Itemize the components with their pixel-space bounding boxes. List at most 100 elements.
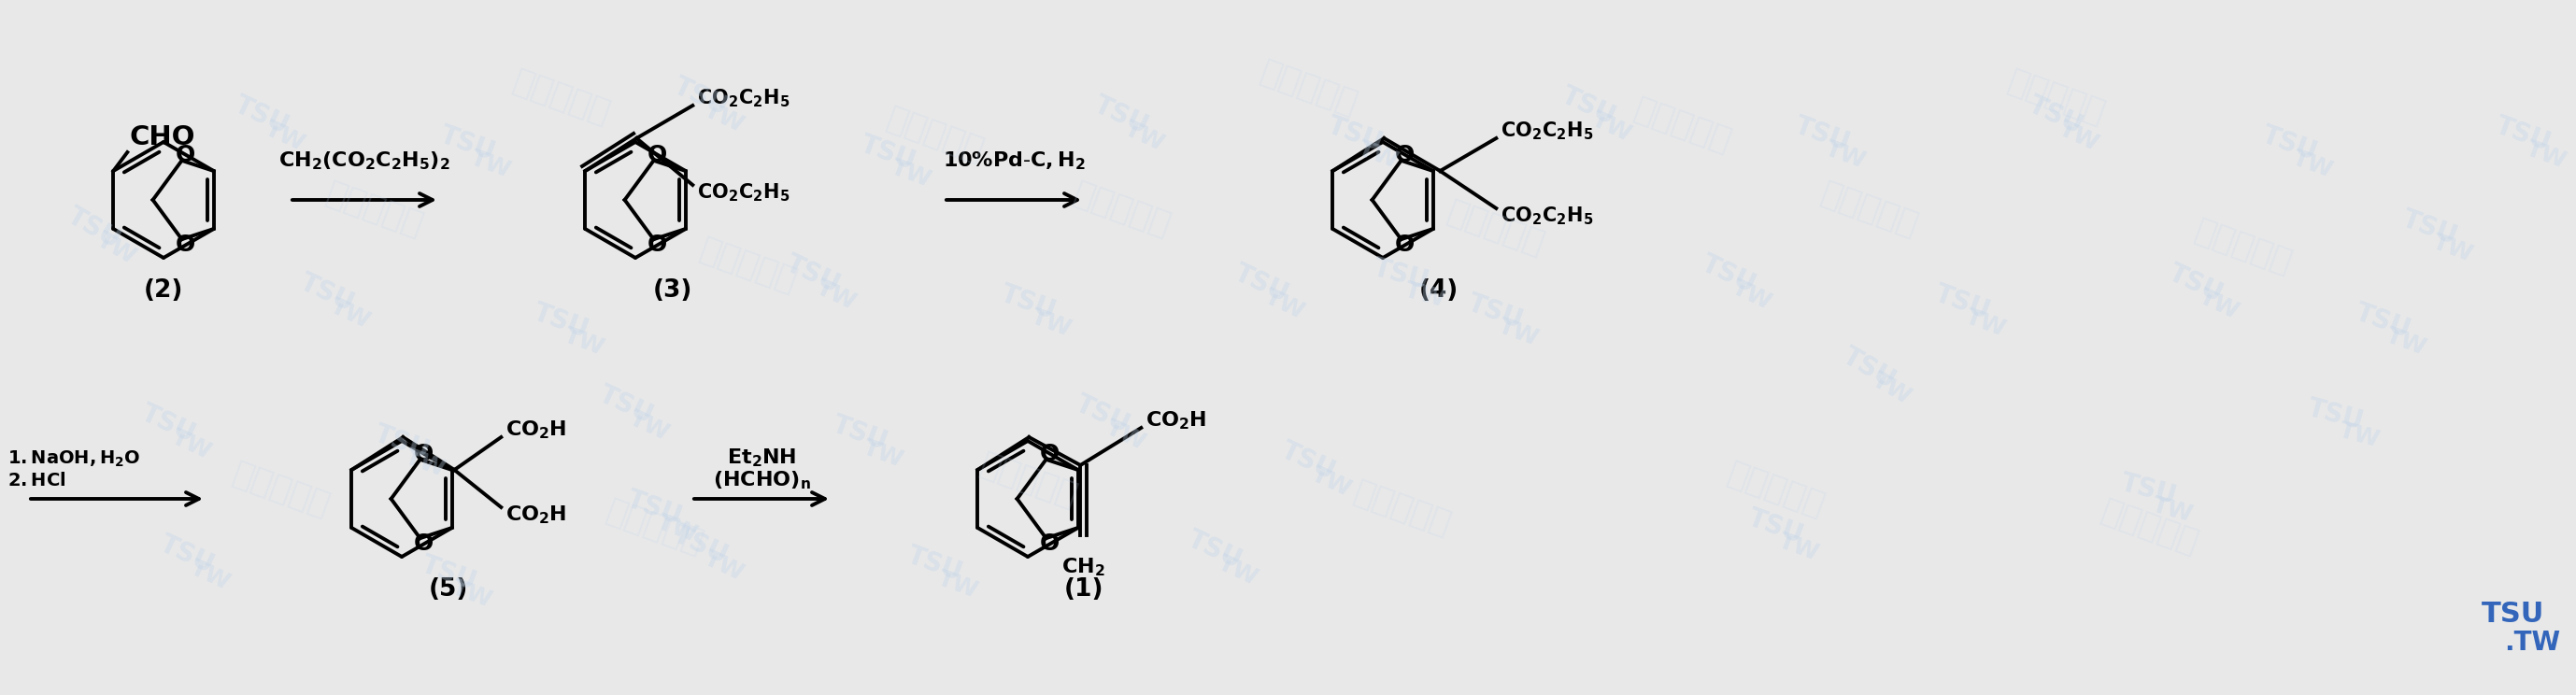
Text: O: O	[1396, 234, 1414, 256]
Text: TW: TW	[1775, 530, 1821, 565]
Text: 天山医学院: 天山医学院	[322, 177, 428, 241]
Text: TW: TW	[167, 425, 216, 464]
Text: TW: TW	[2195, 286, 2244, 323]
Text: TSU: TSU	[2352, 300, 2414, 343]
Text: TW: TW	[2429, 231, 2476, 266]
Text: TW: TW	[1821, 138, 1868, 173]
Text: $\mathbf{Et_2NH}$: $\mathbf{Et_2NH}$	[726, 447, 796, 469]
Text: TW: TW	[1213, 552, 1262, 590]
Text: O: O	[1041, 443, 1059, 465]
Text: O: O	[647, 234, 667, 256]
Text: O: O	[1396, 144, 1414, 166]
Text: TW: TW	[1103, 416, 1149, 455]
Text: TW: TW	[185, 557, 234, 594]
Text: TW: TW	[1121, 117, 1167, 156]
Text: 天山医学院: 天山医学院	[881, 102, 987, 167]
Text: 天山医学院: 天山医学院	[2002, 65, 2110, 129]
Text: 天山医学院: 天山医学院	[1443, 196, 1548, 260]
Text: TSU: TSU	[435, 122, 500, 166]
Text: $\mathbf{CH_2(CO_2C_2H_5)_2}$: $\mathbf{CH_2(CO_2C_2H_5)_2}$	[278, 150, 451, 172]
Text: TW: TW	[2383, 325, 2429, 359]
Text: TW: TW	[1494, 315, 1543, 350]
Text: TSU: TSU	[2025, 92, 2087, 140]
Text: TW: TW	[562, 325, 608, 359]
Text: (2): (2)	[144, 279, 183, 302]
Text: $\mathbf{10\%Pd\text{-}C,H_2}$: $\mathbf{10\%Pd\text{-}C,H_2}$	[943, 150, 1084, 172]
Text: TW: TW	[626, 407, 672, 445]
Text: TW: TW	[1355, 138, 1401, 173]
Text: TSU: TSU	[2491, 113, 2555, 156]
Text: TSU: TSU	[1229, 260, 1293, 308]
Text: TW: TW	[701, 99, 747, 137]
Text: TSU: TSU	[1932, 281, 1994, 325]
Text: O: O	[175, 144, 196, 166]
Text: TW: TW	[701, 547, 747, 585]
Text: TW: TW	[1028, 306, 1074, 341]
Text: TSU: TSU	[670, 73, 732, 121]
Text: TW: TW	[1868, 368, 1917, 409]
Text: (4): (4)	[1419, 279, 1458, 302]
Text: O: O	[415, 532, 433, 555]
Text: TW: TW	[2522, 138, 2568, 173]
Text: 天山医学院: 天山医学院	[227, 457, 332, 522]
Text: $\mathbf{CO_2C_2H_5}$: $\mathbf{CO_2C_2H_5}$	[1502, 120, 1595, 142]
Text: TSU: TSU	[1072, 391, 1133, 439]
Text: TW: TW	[2336, 419, 2383, 452]
Text: TSU: TSU	[904, 542, 966, 587]
Text: TW: TW	[448, 576, 495, 612]
Text: TW: TW	[2290, 147, 2336, 182]
Text: $\mathbf{2.HCl}$: $\mathbf{2.HCl}$	[8, 472, 67, 489]
Text: TW: TW	[935, 567, 981, 603]
Text: TSU: TSU	[2164, 260, 2228, 308]
Text: TSU: TSU	[1278, 437, 1340, 485]
Text: $\mathbf{CO_2H}$: $\mathbf{CO_2H}$	[505, 418, 567, 441]
Text: TW: TW	[327, 295, 374, 333]
Text: TSU: TSU	[417, 551, 479, 596]
Text: 天山医学院: 天山医学院	[2190, 215, 2295, 279]
Text: TW: TW	[1309, 463, 1355, 501]
Text: TW: TW	[402, 445, 448, 481]
Text: TSU: TSU	[2257, 122, 2321, 166]
Text: TSU: TSU	[827, 411, 891, 455]
Text: TSU: TSU	[2398, 206, 2460, 250]
Text: O: O	[647, 144, 667, 166]
Text: TSU: TSU	[1182, 526, 1247, 574]
Text: 天山医学院: 天山医学院	[974, 448, 1082, 512]
Text: TSU: TSU	[1698, 251, 1759, 299]
Text: 天山医学院: 天山医学院	[1069, 177, 1175, 241]
Text: TSU: TSU	[371, 420, 433, 465]
Text: TSU: TSU	[1370, 254, 1432, 295]
Text: O: O	[175, 234, 196, 256]
Text: TSU: TSU	[997, 281, 1059, 325]
Text: TSU: TSU	[623, 486, 685, 530]
Text: TSU: TSU	[229, 92, 294, 140]
Text: (3): (3)	[652, 279, 693, 302]
Text: TSU: TSU	[2306, 395, 2367, 435]
Text: O: O	[415, 443, 433, 465]
Text: TSU: TSU	[1556, 83, 1620, 131]
Text: TSU: TSU	[595, 382, 657, 430]
Text: 天山医学院: 天山医学院	[2097, 495, 2202, 559]
Text: TSU: TSU	[62, 202, 124, 254]
Text: 天山医学院: 天山医学院	[1816, 177, 1922, 241]
Text: TW: TW	[260, 117, 309, 156]
Text: TW: TW	[654, 511, 701, 546]
Text: TW: TW	[2148, 494, 2195, 526]
Text: TSU: TSU	[296, 270, 358, 318]
Text: TW: TW	[889, 156, 935, 191]
Text: (5): (5)	[428, 578, 469, 602]
Text: TSU: TSU	[855, 131, 920, 175]
Text: $\mathbf{(HCHO)_n}$: $\mathbf{(HCHO)_n}$	[714, 469, 811, 491]
Text: TW: TW	[1262, 286, 1309, 323]
Text: TSU: TSU	[137, 400, 201, 448]
Text: TSU: TSU	[2117, 469, 2179, 509]
Text: O: O	[1041, 532, 1059, 555]
Text: TSU: TSU	[528, 300, 592, 343]
Text: $\mathbf{CO_2H}$: $\mathbf{CO_2H}$	[505, 504, 567, 525]
Text: TSU: TSU	[670, 521, 732, 569]
Text: $\mathbf{CO_2C_2H_5}$: $\mathbf{CO_2C_2H_5}$	[698, 181, 791, 204]
Text: TW: TW	[2056, 117, 2102, 156]
Text: TSU: TSU	[1090, 92, 1151, 140]
Text: $\mathbf{CH_2}$: $\mathbf{CH_2}$	[1061, 556, 1105, 578]
Text: TW: TW	[1728, 276, 1775, 314]
